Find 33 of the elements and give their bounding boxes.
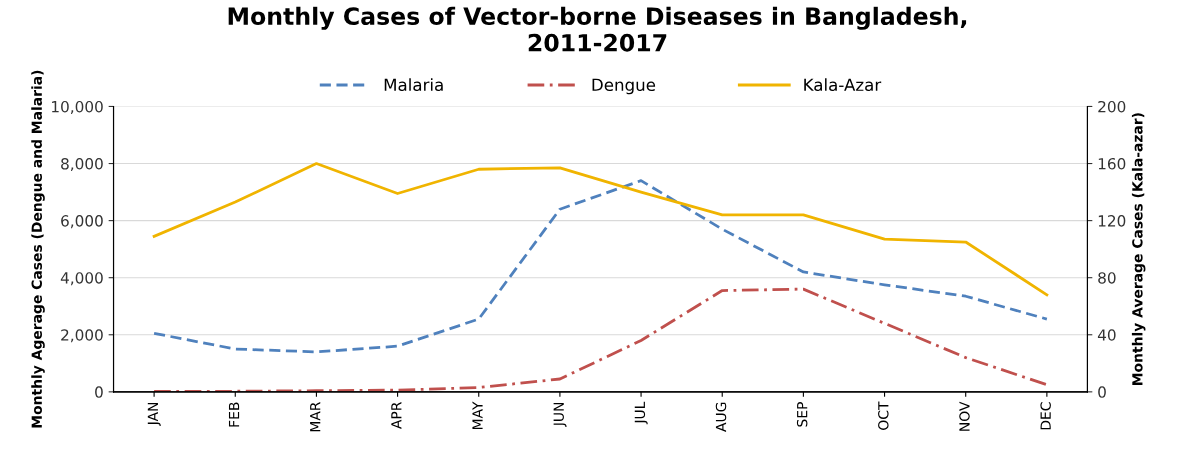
y2-tick-label: 80 <box>1098 272 1116 284</box>
line-series <box>152 162 1049 297</box>
y-tick-label: 4,000 <box>60 272 103 286</box>
x-tick-label: APR <box>391 401 402 429</box>
y2-axis-title: Monthly Average Cases (Kala-azar) <box>1131 113 1146 386</box>
y-tick-label: 2,000 <box>61 329 103 343</box>
legend-label: Dengue <box>592 78 656 95</box>
x-tick-label: OCT <box>878 401 889 430</box>
y2-tick-label: 120 <box>1098 215 1126 227</box>
y-tick-label: 8,000 <box>61 158 103 172</box>
x-tick-label: NOV <box>959 401 970 431</box>
legend-label: Kala-Azar <box>804 78 882 92</box>
y-axis-title: Monthly Agerage Cases (Dengue and Malaria) <box>31 70 45 428</box>
line-series <box>152 179 1049 354</box>
y2-tick-label: 0 <box>1098 386 1106 398</box>
x-tick-label: FEB <box>228 402 240 427</box>
line-series <box>152 287 1049 392</box>
y2-tick-label: 200 <box>1098 100 1126 113</box>
x-tick-label: AUG <box>715 402 727 432</box>
x-tick-label: JUL <box>634 401 648 425</box>
chart-title: Monthly Cases of Vector-borne Diseases in Bangladesh, 2011-2017 <box>228 6 967 52</box>
x-tick-label: JAN <box>147 402 161 427</box>
x-tick-label: MAY <box>472 401 483 430</box>
x-tick-label: MAR <box>310 401 321 432</box>
x-tick-label: JUN <box>553 402 567 427</box>
x-tick-label: SEP <box>796 402 808 427</box>
legend-label: Malaria <box>384 78 443 92</box>
x-tick-label: DEC <box>1040 402 1051 430</box>
y-tick-label: 0 <box>95 386 103 398</box>
y-tick-label: 6,000 <box>61 215 103 229</box>
y-tick-label: 10,000 <box>52 100 103 115</box>
y2-tick-label: 40 <box>1097 329 1116 341</box>
y2-tick-label: 160 <box>1098 158 1126 170</box>
